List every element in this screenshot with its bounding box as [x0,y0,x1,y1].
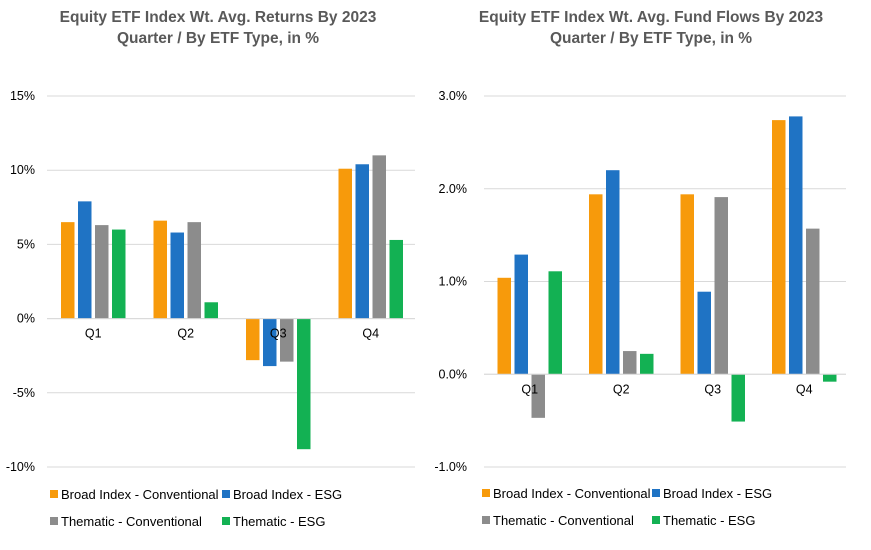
bar [680,194,694,375]
bar [823,374,837,382]
returns-chart-panel: Equity ETF Index Wt. Avg. Returns By 202… [0,0,435,550]
returns-chart: Equity ETF Index Wt. Avg. Returns By 202… [6,9,415,529]
legend-label: Broad Index - ESG [233,487,342,502]
legend-label: Thematic - Conventional [493,513,634,528]
bar [589,194,603,375]
x-category-label: Q1 [85,327,102,341]
bar [338,168,352,319]
legend-swatch [222,517,230,525]
bar [170,232,184,319]
legend-swatch [482,489,490,497]
y-tick-label: 15% [10,89,35,103]
bar [606,170,620,375]
y-tick-label: 1.0% [439,275,468,289]
y-tick-label: 3.0% [439,89,468,103]
bar [246,318,260,361]
x-category-label: Q4 [796,382,813,396]
bar [806,228,820,375]
legend-label: Thematic - ESG [663,513,755,528]
bar [623,351,637,375]
y-tick-label: 0% [17,312,35,326]
bar [789,116,803,375]
bar [548,271,562,375]
bar [355,164,369,319]
bar [514,254,528,375]
legend-label: Broad Index - Conventional [493,486,651,501]
y-tick-label: -5% [13,386,35,400]
legend-swatch [50,490,58,498]
bar [772,120,786,375]
x-category-label: Q1 [521,382,538,396]
bar [731,374,745,422]
legend-swatch [652,516,660,524]
bar [297,318,311,450]
legend-swatch [652,489,660,497]
x-category-label: Q2 [613,382,630,396]
fund-flows-chart: Equity ETF Index Wt. Avg. Fund Flows By … [435,9,846,528]
bar [531,374,545,418]
legend-label: Thematic - Conventional [61,514,202,529]
fund-flows-chart-panel: Equity ETF Index Wt. Avg. Fund Flows By … [435,0,871,550]
bar [714,197,728,375]
bar [78,201,92,319]
x-category-label: Q3 [704,382,721,396]
bar [497,277,511,375]
legend-label: Broad Index - Conventional [61,487,219,502]
bar [263,318,277,367]
legend-label: Broad Index - ESG [663,486,772,501]
y-tick-label: 5% [17,237,35,251]
x-category-label: Q4 [362,327,379,341]
bar [640,353,654,375]
bar [204,302,218,319]
legend-swatch [50,517,58,525]
bar [95,225,109,319]
chart-title-line-1: Equity ETF Index Wt. Avg. Fund Flows By … [479,9,824,26]
legend-swatch [482,516,490,524]
chart-title-line-2: Quarter / By ETF Type, in % [550,30,752,47]
x-category-label: Q2 [177,327,194,341]
bar [389,239,403,319]
bar [187,222,201,319]
y-tick-label: -1.0% [435,460,467,474]
legend-label: Thematic - ESG [233,514,325,529]
y-tick-label: 10% [10,163,35,177]
y-tick-label: 0.0% [439,367,468,381]
y-tick-label: 2.0% [439,182,468,196]
y-tick-label: -10% [6,460,35,474]
legend-swatch [222,490,230,498]
chart-title-line-1: Equity ETF Index Wt. Avg. Returns By 202… [60,9,377,26]
bar [697,291,711,375]
bar [372,155,386,319]
bar [280,318,294,362]
chart-title-line-2: Quarter / By ETF Type, in % [117,30,319,47]
bar [61,222,75,319]
x-category-label: Q3 [270,327,287,341]
bar [153,220,167,319]
bar [112,229,126,319]
